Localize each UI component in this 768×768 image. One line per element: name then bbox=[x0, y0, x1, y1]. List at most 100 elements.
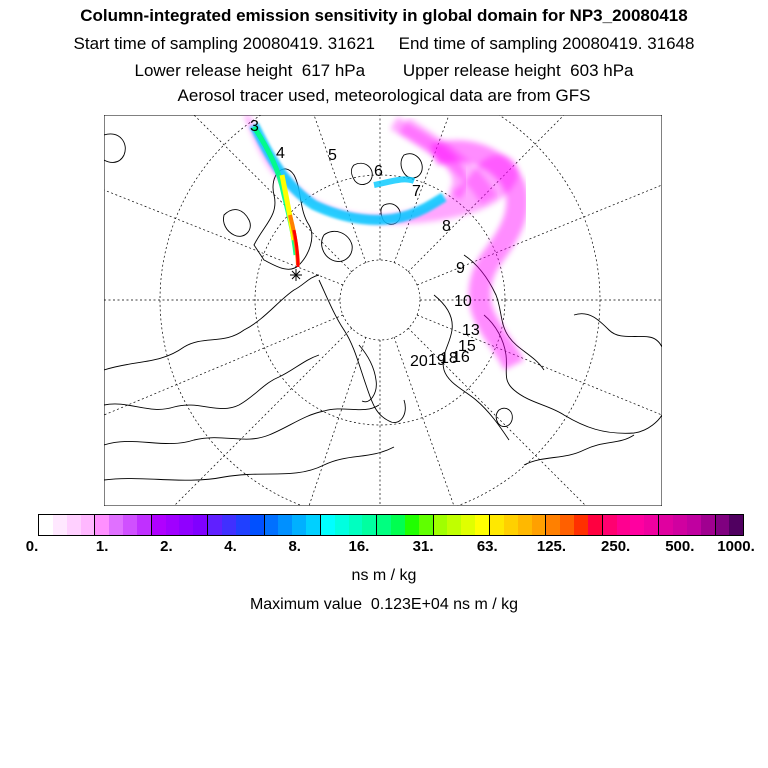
colorbar-tick-label: 63. bbox=[476, 538, 498, 555]
colorbar-tick-label: 4. bbox=[224, 538, 237, 555]
colorbar-segment bbox=[80, 515, 96, 535]
colorbar-segment bbox=[165, 515, 180, 535]
colorbar-segment bbox=[447, 515, 462, 535]
end-time: End time of sampling 20080419. 31648 bbox=[398, 34, 695, 53]
day-labels: 3 4 5 6 7 8 9 10 13 15 16 18 19 20 bbox=[250, 118, 480, 370]
colorbar-segment bbox=[574, 515, 588, 535]
map-frame bbox=[103, 114, 663, 507]
start-time: Start time of sampling 20080419. 31621 bbox=[73, 34, 376, 53]
lower-release-height: Lower release height 617 hPa bbox=[134, 61, 366, 80]
colorbar-segment bbox=[503, 515, 518, 535]
colorbar-segment bbox=[278, 515, 293, 535]
colorbar-segment bbox=[616, 515, 631, 535]
colorbar-segment bbox=[433, 515, 448, 535]
colorbar-segment bbox=[531, 515, 547, 535]
colorbar-units: ns m / kg bbox=[351, 567, 417, 584]
latitude-circle bbox=[254, 174, 506, 426]
coastline bbox=[103, 404, 380, 446]
plume-mid bbox=[373, 176, 416, 188]
colorbar-tick-label: 1000. bbox=[717, 538, 755, 555]
plume-outer bbox=[244, 115, 519, 224]
colorbar-tick-label: 8. bbox=[288, 538, 301, 555]
colorbar bbox=[38, 514, 744, 536]
colorbar-segment bbox=[630, 515, 645, 535]
colorbar-segment bbox=[39, 515, 53, 535]
colorbar-tick-label: 0. bbox=[25, 538, 39, 555]
colorbar-segment bbox=[672, 515, 687, 535]
coastline bbox=[103, 133, 126, 163]
colorbar-segment bbox=[475, 515, 490, 535]
colorbar-segment bbox=[221, 515, 236, 535]
colorbar-segment bbox=[109, 515, 124, 535]
colorbar-segment bbox=[700, 515, 716, 535]
colorbar-tick-label: 31. bbox=[412, 538, 434, 555]
meridians bbox=[103, 114, 663, 507]
day-label: 20 bbox=[410, 353, 428, 370]
colorbar-segment bbox=[659, 515, 673, 535]
colorbar-segment bbox=[362, 515, 378, 535]
tracer-note: Aerosol tracer used, meteorological data… bbox=[177, 86, 591, 105]
colorbar-tick-label: 2. bbox=[160, 538, 173, 555]
coastline bbox=[523, 434, 635, 466]
colorbar-segment bbox=[686, 515, 701, 535]
colorbar-segment bbox=[292, 515, 307, 535]
colorbar-segment bbox=[249, 515, 265, 535]
coastline bbox=[103, 354, 320, 410]
colorbar-segment bbox=[602, 515, 617, 535]
colorbar-tick-labels: 0. 1. 2. 4. 8. 16. 31. 63. 125. 250. 500. 1000. bbox=[0, 538, 768, 558]
release-site-star bbox=[290, 269, 302, 281]
colorbar-segment bbox=[264, 515, 279, 535]
coastline bbox=[573, 313, 663, 348]
colorbar-segment bbox=[306, 515, 321, 535]
colorbar-segment bbox=[334, 515, 349, 535]
colorbar-tick-label: 500. bbox=[665, 538, 695, 555]
day-label: 19 bbox=[428, 352, 446, 369]
colorbar-segment bbox=[546, 515, 561, 535]
coastline bbox=[358, 344, 377, 403]
colorbar-segment bbox=[320, 515, 335, 535]
colorbar-segment bbox=[95, 515, 110, 535]
colorbar-segment bbox=[715, 515, 730, 535]
day-label: 5 bbox=[328, 147, 337, 164]
colorbar-segment bbox=[66, 515, 81, 535]
colorbar-segment bbox=[729, 515, 744, 535]
coastline bbox=[433, 294, 510, 441]
day-label: 6 bbox=[374, 163, 383, 180]
colorbar-segment bbox=[587, 515, 603, 535]
colorbar-tick-label: 16. bbox=[348, 538, 370, 555]
coastline bbox=[253, 168, 313, 270]
colorbar-segment bbox=[235, 515, 250, 535]
colorbar-segment bbox=[208, 515, 222, 535]
colorbar-segment bbox=[404, 515, 419, 535]
day-label: 13 bbox=[462, 322, 480, 339]
coastline bbox=[318, 279, 406, 423]
upper-release-height: Upper release height 603 hPa bbox=[402, 61, 634, 80]
plume-outer bbox=[399, 117, 497, 205]
colorbar-segment bbox=[377, 515, 392, 535]
sampling-times: Start time of sampling 20080419. 31621 E… bbox=[0, 34, 768, 54]
day-label: 9 bbox=[456, 260, 465, 277]
colorbar-segment bbox=[560, 515, 575, 535]
colorbar-segment bbox=[391, 515, 405, 535]
colorbar-tick-label: 250. bbox=[601, 538, 631, 555]
colorbar-segment bbox=[517, 515, 532, 535]
colorbar-segment bbox=[418, 515, 434, 535]
colorbar-segment bbox=[179, 515, 194, 535]
polar-map: 3 4 5 6 7 8 9 10 13 15 16 18 19 20 bbox=[103, 79, 663, 521]
colorbar-tick-label: 125. bbox=[536, 538, 567, 555]
day-label: 10 bbox=[454, 293, 472, 310]
day-label: 18 bbox=[440, 350, 458, 367]
day-label: 16 bbox=[452, 349, 470, 366]
day-label: 3 bbox=[250, 118, 259, 135]
colorbar-segment bbox=[151, 515, 166, 535]
day-label: 4 bbox=[276, 145, 285, 162]
graticule bbox=[103, 79, 663, 521]
colorbar-segment bbox=[461, 515, 476, 535]
plume-core bbox=[292, 229, 300, 268]
coastline bbox=[223, 209, 251, 237]
coastline bbox=[103, 274, 320, 371]
plume-outer bbox=[430, 140, 529, 371]
coastline bbox=[495, 407, 513, 427]
day-label: 8 bbox=[442, 218, 451, 235]
plot-title: Column-integrated emission sensitivity i… bbox=[80, 6, 688, 25]
